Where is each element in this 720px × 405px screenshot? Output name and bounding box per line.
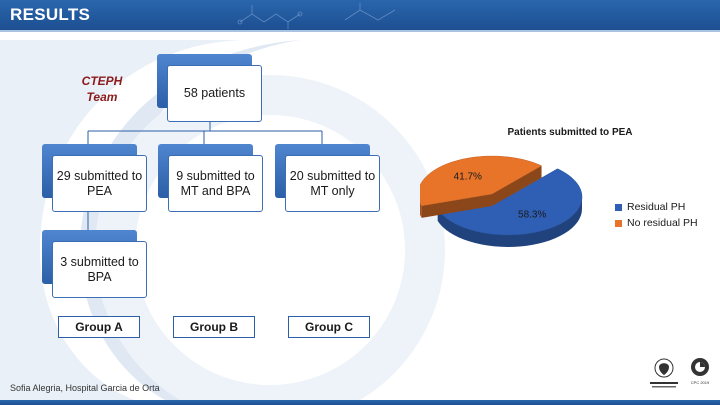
page-title: RESULTS [10,5,91,24]
pie-slice-side-1 [420,202,422,218]
pie-chart-title: Patients submitted to PEA [507,127,633,138]
pie-slice-1 [420,155,543,218]
group-c-label: Group C [288,316,370,338]
pie-legend: Residual PH No residual PH [615,199,698,231]
pie-chart: 58.3% 41.7% [420,155,583,248]
node-58-patients-label: 58 patients [167,65,262,122]
group-a-label: Group A [58,316,140,338]
legend-item-no-residual-ph: No residual PH [615,215,698,231]
pie-slice-wall-1-0 [421,194,492,218]
footer-author: Sofia Alegria, Hospital Garcia de Orta [10,383,160,393]
node-submitted-pea-label: 29 submitted to PEA [52,155,147,212]
pie-slice-wall-1-1 [492,165,542,206]
node-submitted-mt-only-label: 20 submitted to MT only [285,155,380,212]
molecule-decoration [237,3,396,29]
team-label: CTEPH Team [66,73,138,105]
legend-swatch-no-residual-ph [615,219,622,227]
team-label-line-2: Team [86,90,118,104]
legend-swatch-residual-ph [615,203,622,211]
pie-data-label-0: 58.3% [518,210,546,221]
cpc-logo-icon: CPC 2019 [691,358,710,385]
header-bar: RESULTS [0,0,720,30]
conference-logos: CPC 2019 [650,358,710,388]
node-submitted-mt-bpa-label: 9 submitted to MT and BPA [168,155,263,212]
node-submitted-bpa-label: 3 submitted to BPA [52,241,147,298]
header-underline [0,30,720,32]
group-b-label: Group B [173,316,255,338]
society-logo-icon [650,358,678,388]
team-label-line-1: CTEPH [81,74,123,88]
cpc-logo-caption: CPC 2019 [691,380,710,385]
pie-slice-side-0 [437,197,582,248]
pie-slice-top-1 [420,155,543,207]
pie-slice-top-0 [437,168,583,236]
pie-slice-0 [437,168,583,248]
legend-label-residual-ph: Residual PH [627,201,686,213]
legend-label-no-residual-ph: No residual PH [627,217,698,229]
legend-item-residual-ph: Residual PH [615,199,698,215]
footer-bar [0,400,720,405]
pie-data-label-1: 41.7% [454,171,482,182]
